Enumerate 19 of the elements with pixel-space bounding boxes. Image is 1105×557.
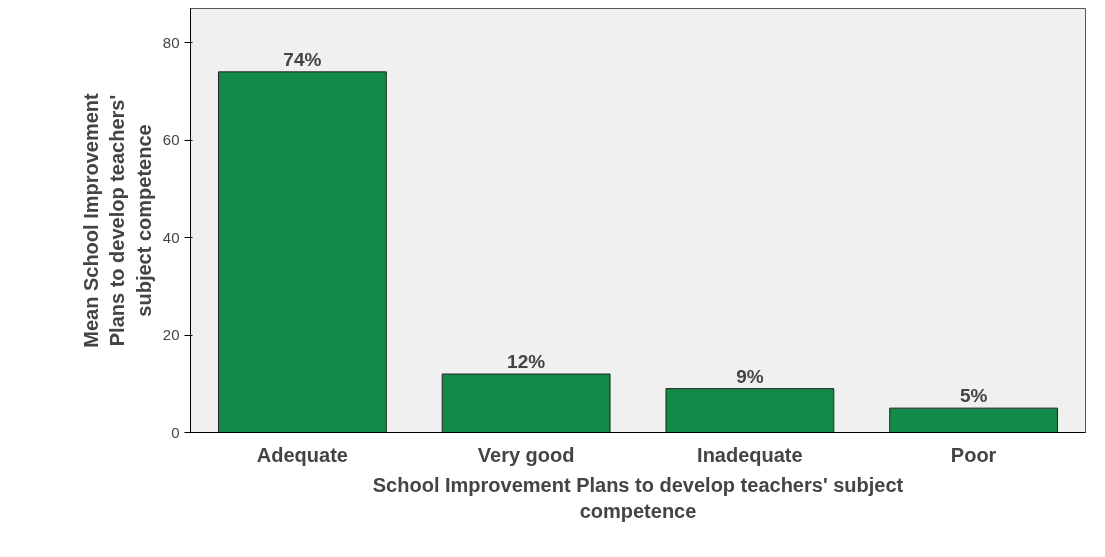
x-tick-label: Adequate (256, 443, 348, 466)
y-tick-label: 80 (162, 33, 180, 51)
y-tick-label: 40 (162, 228, 180, 246)
bar (889, 407, 1059, 433)
x-tick-label: Inadequate (697, 443, 803, 466)
x-axis-title: School Improvement Plans to develop teachers' subject competence (372, 473, 904, 522)
x-tick-label: Very good (477, 443, 575, 466)
data-label: 12% (507, 351, 546, 373)
y-tick-label: 20 (162, 326, 180, 344)
y-tick-label: 0 (171, 423, 180, 441)
bar (441, 373, 611, 433)
data-label: 5% (959, 385, 988, 407)
bar (665, 388, 835, 433)
y-tick-label: 60 (162, 131, 180, 149)
data-label: 9% (736, 365, 764, 387)
data-label: 74% (283, 48, 322, 70)
bar (217, 71, 387, 433)
x-tick-label: Poor (950, 443, 997, 466)
y-axis-title: Mean School Improvement Plans to develop teachers' subject competence (80, 92, 155, 348)
